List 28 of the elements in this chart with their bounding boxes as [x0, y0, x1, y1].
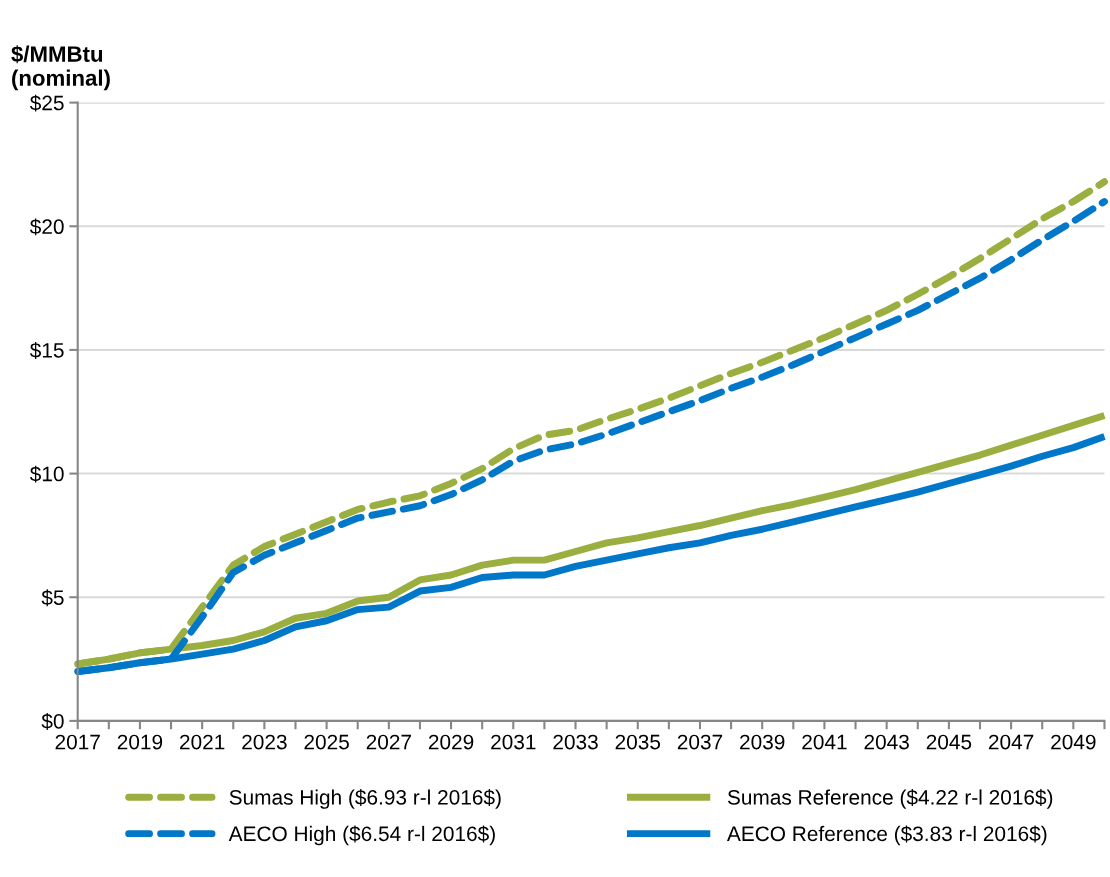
- x-tick-label: 2019: [117, 734, 163, 750]
- x-tick-label: 2029: [428, 734, 474, 750]
- legend-label: AECO Reference ($3.83 r-l 2016$): [726, 825, 1047, 846]
- x-tick-label: 2045: [926, 734, 972, 750]
- y-tick-label: $15: [29, 342, 64, 359]
- x-tick-label: 2047: [988, 734, 1034, 750]
- legend-label: AECO High ($6.54 r-l 2016$): [228, 825, 495, 846]
- legend-label: Sumas Reference ($4.22 r-l 2016$): [727, 789, 1053, 809]
- x-tick-label: 2017: [55, 734, 100, 750]
- x-tick-label: 2039: [740, 734, 785, 750]
- y-tick-label: $5: [41, 589, 64, 607]
- y-tick-label: $0: [41, 713, 64, 730]
- x-tick-label: 2041: [802, 734, 847, 750]
- x-tick-label: 2037: [677, 734, 723, 750]
- x-tick-label: 2023: [242, 734, 287, 750]
- y-tick-label: $20: [29, 218, 64, 236]
- x-tick-label: 2021: [180, 734, 225, 750]
- y-axis-title: $/MMBtu (nominal): [11, 45, 110, 91]
- x-tick-label: 2049: [1051, 734, 1096, 750]
- x-tick-label: 2027: [366, 734, 411, 750]
- y-tick-label: $25: [29, 94, 64, 112]
- x-tick-label: 2025: [304, 734, 349, 750]
- x-tick-label: 2035: [615, 734, 661, 750]
- y-tick-label: $10: [29, 465, 64, 483]
- x-tick-label: 2043: [864, 734, 909, 750]
- x-tick-label: 2031: [491, 734, 536, 750]
- x-tick-label: 2033: [553, 734, 598, 750]
- legend-label: Sumas High ($6.93 r-l 2016$): [229, 789, 501, 809]
